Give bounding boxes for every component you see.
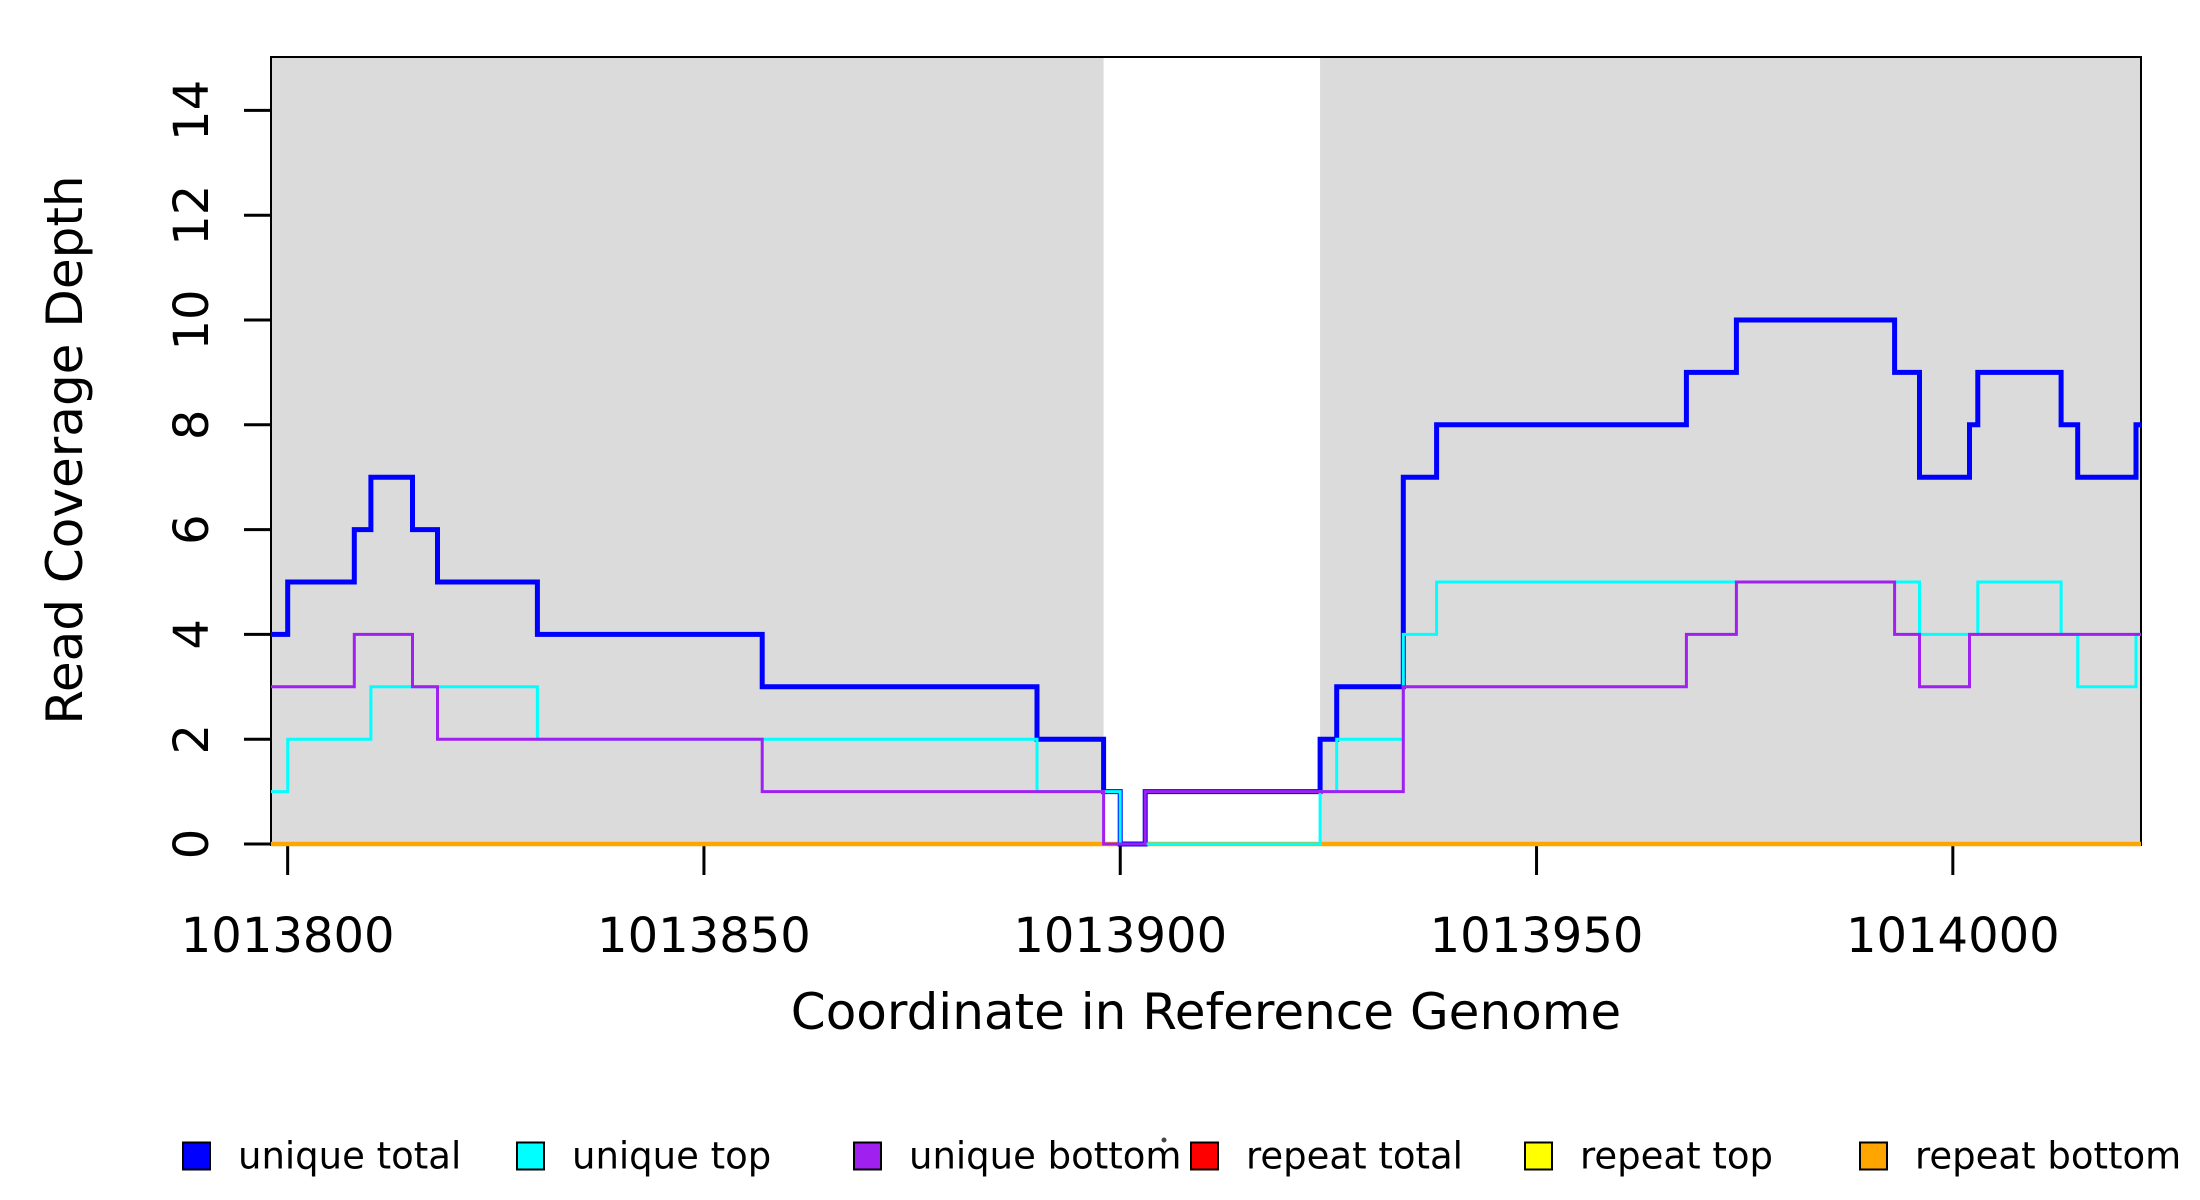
legend-swatch-unique-bottom [853,1141,882,1171]
legend: unique total unique top unique bottom repea… [182,1135,2181,1178]
x-axis: 1013800 1013850 1013900 1013950 1014000 [181,845,2060,964]
y-tick-label: 14 [164,80,220,141]
x-tick-label: 1014000 [1846,908,2060,964]
shaded-region [271,57,1104,845]
legend-label-unique-total: unique total [238,1135,461,1178]
x-tick-label: 1013900 [1013,908,1227,964]
y-tick-label: 4 [164,619,220,650]
legend-label-repeat-total: repeat total [1246,1135,1463,1178]
y-tick-label: 0 [164,829,220,860]
x-axis-title: Coordinate in Reference Genome [791,983,1621,1041]
x-tick-label: 1013950 [1430,908,1644,964]
x-tick-label: 1013850 [597,908,811,964]
legend-label-unique-bottom: unique bottom [909,1135,1181,1178]
shaded-region [1320,57,2141,845]
y-tick-label: 2 [164,724,220,755]
legend-label-repeat-bottom: repeat bottom [1915,1135,2181,1178]
y-tick-label: 6 [164,514,220,545]
legend-swatch-repeat-top [1524,1141,1553,1171]
y-axis-title: Read Coverage Depth [36,175,94,724]
legend-label-unique-top: unique top [572,1135,771,1178]
y-tick-label: 8 [164,410,220,441]
stray-dot [1161,1137,1167,1143]
legend-swatch-repeat-bottom [1859,1141,1888,1171]
series-line-unique-total [271,317,2141,847]
series-lines [271,317,2141,847]
legend-label-repeat-top: repeat top [1580,1135,1773,1178]
series-line-unique-bottom [271,580,2141,846]
y-tick-label: 12 [164,185,220,246]
shaded-regions [271,57,2141,845]
legend-swatch-unique-total [182,1141,211,1171]
x-tick-label: 1013800 [181,908,395,964]
legend-swatch-repeat-total [1190,1141,1219,1171]
legend-swatch-unique-top [516,1141,545,1171]
y-tick-label: 10 [164,289,220,350]
y-axis: 0 2 4 6 8 10 12 14 [164,80,271,859]
